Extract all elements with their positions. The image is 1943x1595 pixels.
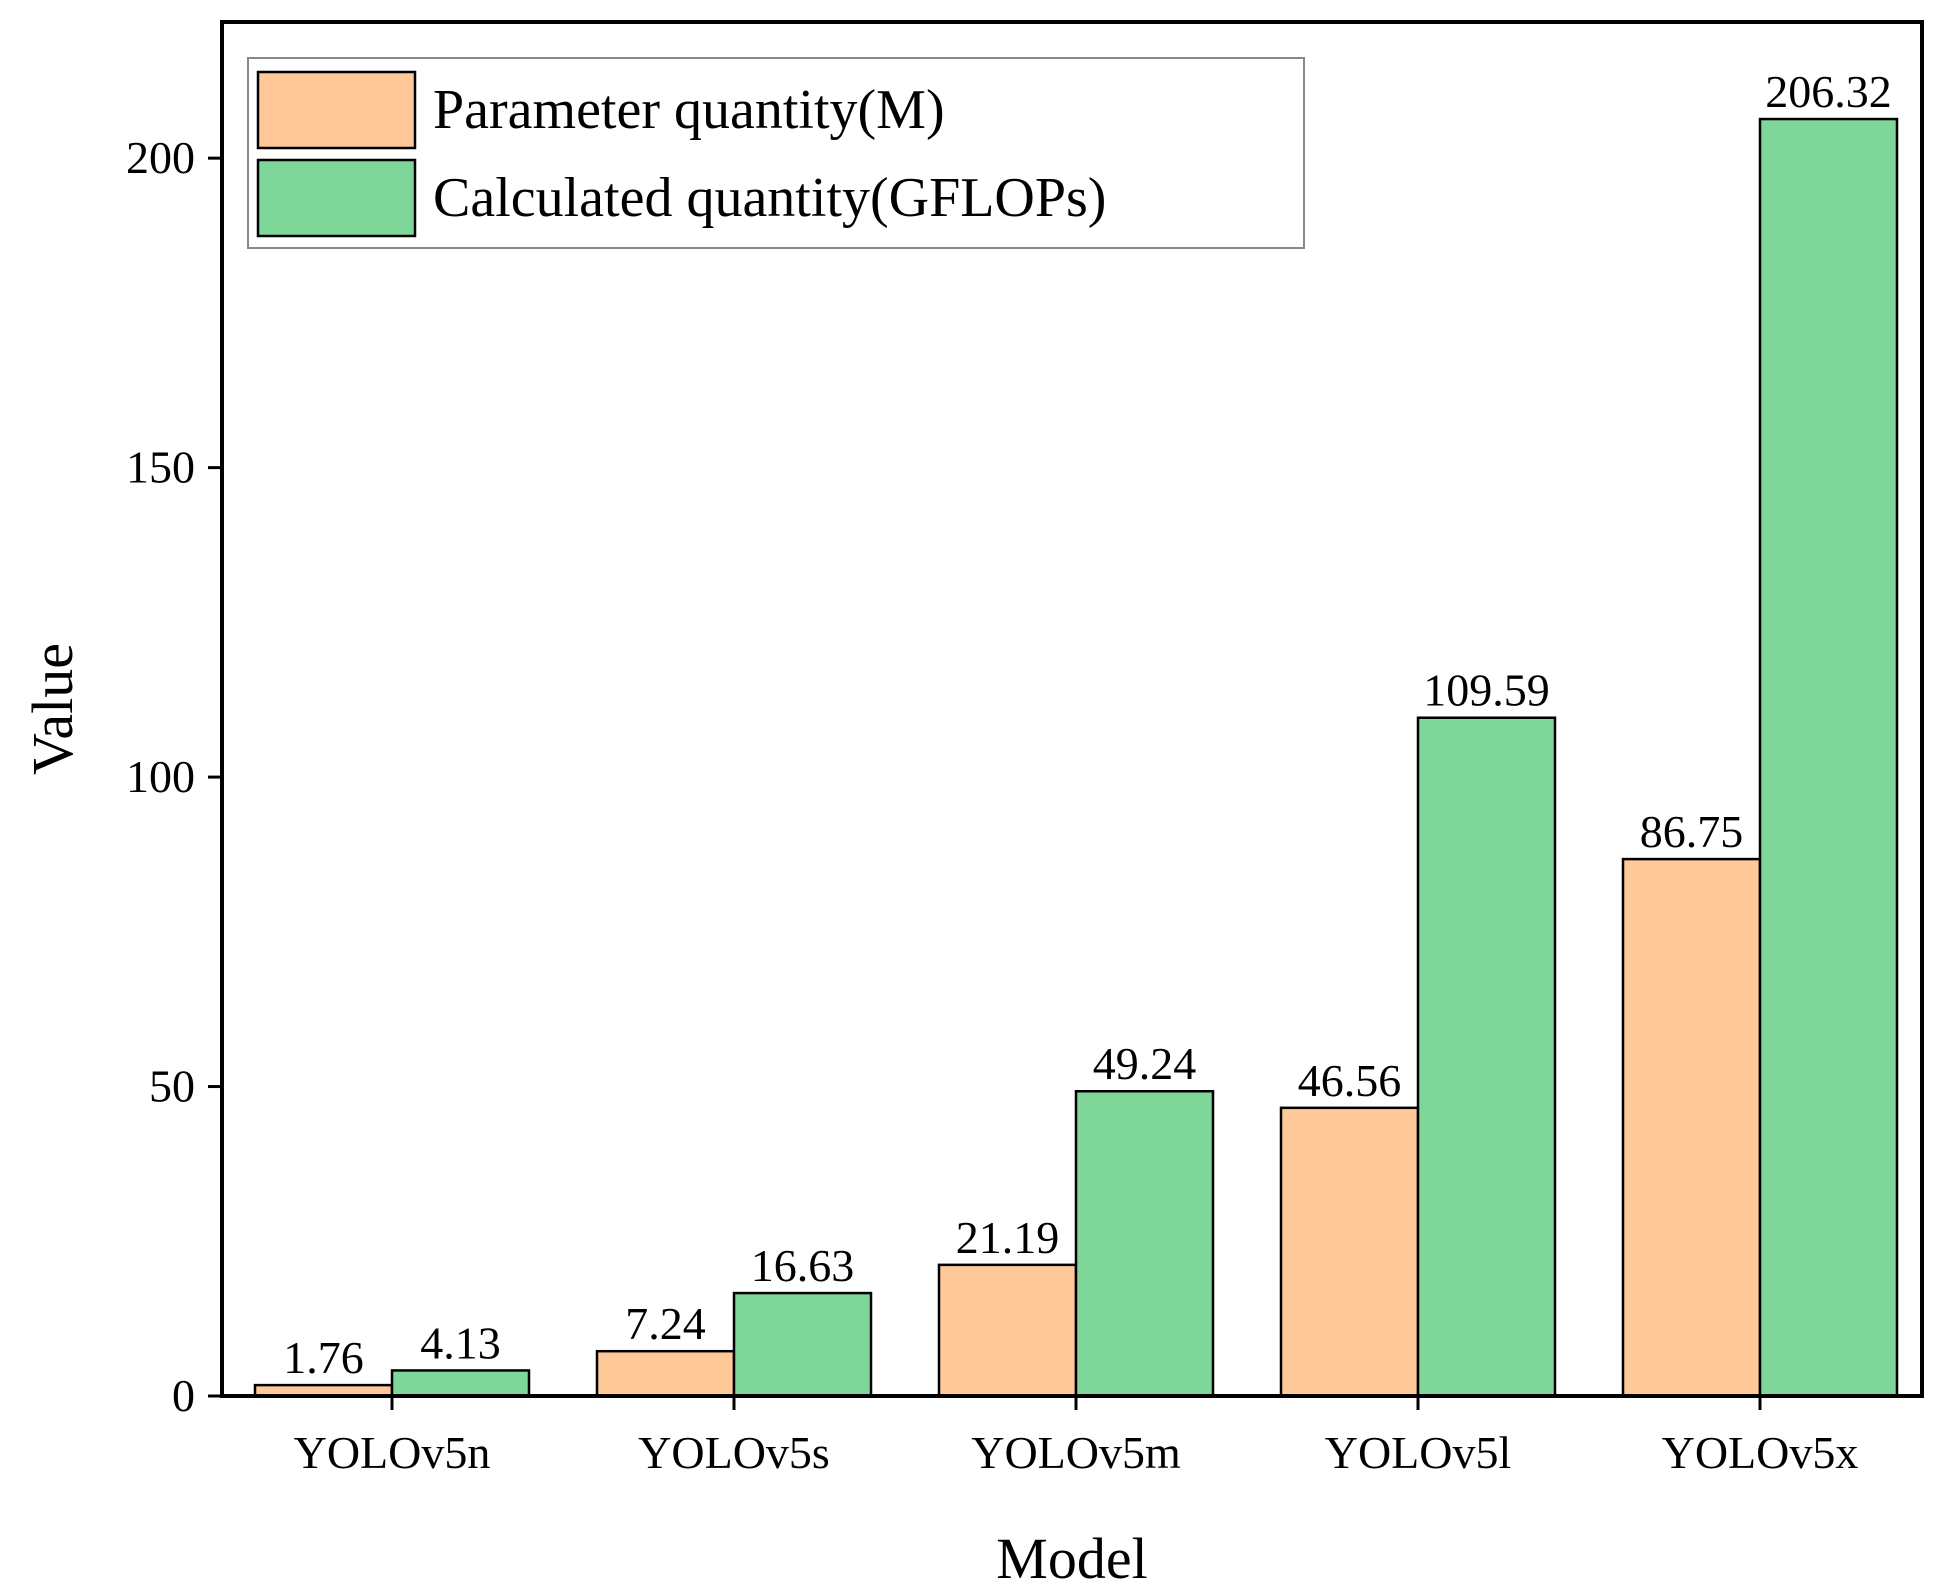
y-axis-title: Value	[20, 643, 85, 775]
bar-yolov5s-series-1	[595, 1349, 736, 1398]
y-tick-label-200: 200	[126, 132, 195, 183]
bar-yolov5s-series-2	[732, 1291, 873, 1398]
legend-swatch-series-1	[256, 70, 417, 150]
y-tick-label-100: 100	[126, 751, 195, 802]
data-label-yolov5n-series-1: 1.76	[283, 1332, 364, 1383]
y-tick-label-50: 50	[149, 1061, 195, 1112]
data-label-yolov5x-series-2: 206.32	[1765, 66, 1892, 117]
legend-swatch-series-2	[256, 158, 417, 238]
x-tick-label-yolov5n: YOLOv5n	[294, 1427, 491, 1478]
bars-layer	[253, 117, 1899, 1398]
bar-yolov5l-series-1	[1279, 1106, 1420, 1398]
data-label-yolov5l-series-1: 46.56	[1298, 1055, 1402, 1106]
data-label-yolov5m-series-1: 21.19	[956, 1212, 1060, 1263]
bar-yolov5m-series-1	[937, 1263, 1078, 1398]
data-label-yolov5s-series-2: 16.63	[751, 1240, 855, 1291]
x-axis: YOLOv5n YOLOv5s YOLOv5m YOLOv5l YOLOv5x	[294, 1396, 1859, 1478]
bar-yolov5m-series-2	[1074, 1089, 1215, 1398]
y-axis: 0 50 100 150 200	[126, 132, 222, 1421]
x-tick-label-yolov5l: YOLOv5l	[1325, 1427, 1512, 1478]
bar-yolov5l-series-2	[1416, 716, 1557, 1398]
bar-yolov5n-series-2	[390, 1369, 531, 1398]
bar-yolov5x-series-2	[1758, 117, 1899, 1398]
plot-frame	[220, 20, 1924, 1398]
x-tick-label-yolov5m: YOLOv5m	[971, 1427, 1181, 1478]
legend: Parameter quantity(M) Calculated quantity…	[247, 57, 1305, 249]
x-tick-label-yolov5x: YOLOv5x	[1662, 1427, 1859, 1478]
data-label-yolov5m-series-2: 49.24	[1093, 1038, 1197, 1089]
data-label-yolov5x-series-1: 86.75	[1640, 806, 1744, 857]
data-label-yolov5n-series-2: 4.13	[420, 1317, 501, 1368]
legend-label-series-1: Parameter quantity(M)	[433, 79, 945, 141]
bar-yolov5x-series-1	[1621, 857, 1762, 1398]
data-label-yolov5s-series-1: 7.24	[625, 1298, 706, 1349]
data-label-yolov5l-series-2: 109.59	[1423, 665, 1550, 716]
x-tick-label-yolov5s: YOLOv5s	[638, 1427, 830, 1478]
y-tick-label-150: 150	[126, 442, 195, 493]
data-labels-layer: 1.76 4.13 7.24 16.63 21.19 49.24 46.56 109.59 86…	[283, 66, 1892, 1383]
legend-label-series-2: Calculated quantity(GFLOPs)	[433, 167, 1106, 229]
legend-box	[247, 57, 1305, 249]
x-axis-title: Model	[996, 1526, 1147, 1591]
y-tick-label-0: 0	[172, 1370, 195, 1421]
